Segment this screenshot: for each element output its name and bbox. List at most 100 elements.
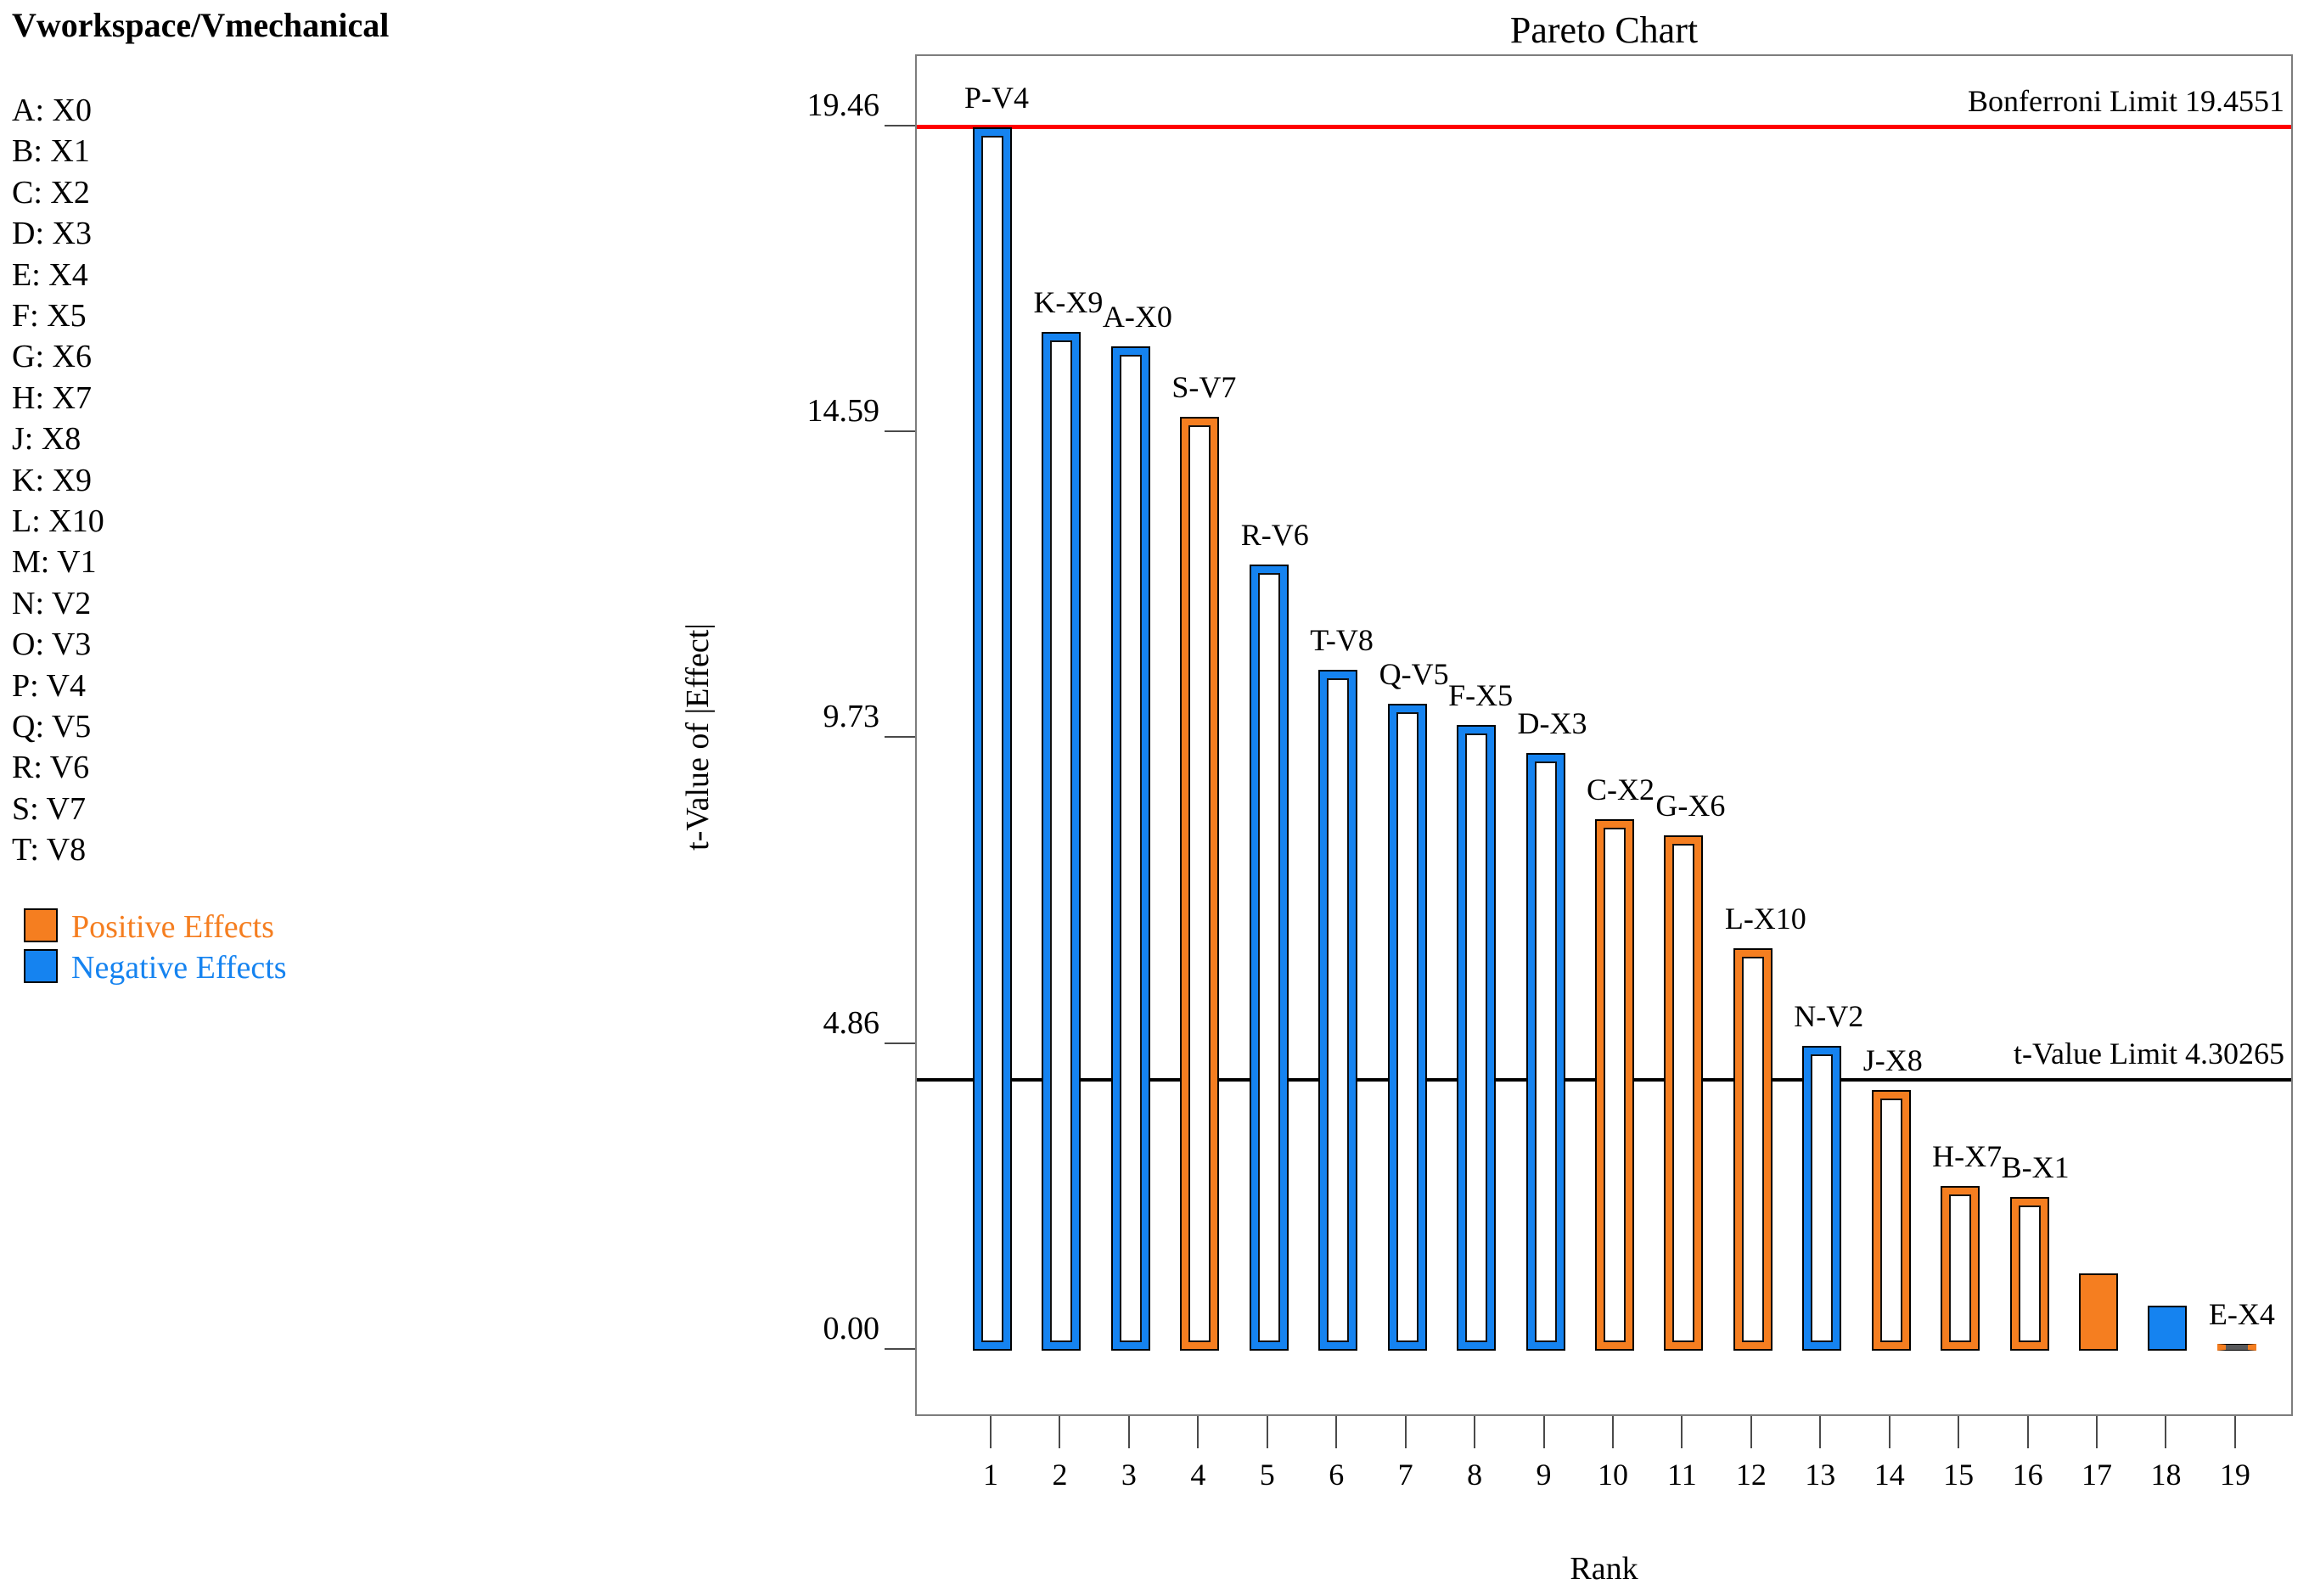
factor-item-D: D: X3: [12, 216, 92, 252]
bar-label-A-X0: A-X0: [1102, 300, 1172, 334]
bar-rank-11-G-X6: [1664, 835, 1704, 1351]
x-tick-mark: [1681, 1416, 1683, 1448]
factor-item-N: N: V2: [12, 585, 92, 621]
x-tick-label: 7: [1397, 1458, 1413, 1492]
bar-inner: [1811, 1054, 1834, 1342]
x-tick-label: 5: [1259, 1458, 1275, 1492]
bonferroni-limit-label: Bonferroni Limit 19.4551: [1968, 83, 2284, 118]
y-tick-label: 4.86: [823, 1005, 880, 1042]
x-tick-mark: [1059, 1416, 1061, 1448]
bar-rank-3-A-X0: [1110, 346, 1150, 1351]
factor-item-G: G: X6: [12, 339, 92, 375]
x-tick-mark: [1958, 1416, 1960, 1448]
bar-inner: [1672, 844, 1695, 1342]
x-tick-label: 17: [2081, 1458, 2113, 1492]
factor-item-T: T: V8: [12, 832, 87, 868]
bar-rank-12-L-X10: [1733, 948, 1772, 1351]
y-tick-mark: [885, 124, 915, 126]
bar-rank-18: [2148, 1306, 2188, 1351]
bar-inner: [1879, 1099, 1902, 1342]
x-tick-label: 18: [2150, 1458, 2182, 1492]
factor-item-F: F: X5: [12, 298, 87, 334]
bar-label-C-X2: C-X2: [1586, 773, 1655, 806]
bar-label-G-X6: G-X6: [1655, 789, 1726, 823]
bar-rank-8-F-X5: [1457, 725, 1497, 1351]
bar-rank-19-E-X4: [2216, 1344, 2256, 1351]
plot-area: Bonferroni Limit 19.4551 t-Value Limit 4.…: [915, 54, 2293, 1416]
bar-inner: [1257, 573, 1280, 1342]
bar-inner: [1465, 733, 1488, 1342]
bar-label-Q-V5: Q-V5: [1379, 657, 1449, 691]
bar-label-E-X4: E-X4: [2208, 1297, 2275, 1331]
x-tick-mark: [1611, 1416, 1614, 1448]
bar-rank-14-J-X8: [1871, 1090, 1911, 1351]
bar-rank-16-B-X1: [2009, 1197, 2049, 1351]
bar-inner: [1327, 678, 1350, 1342]
bar-inner: [1119, 355, 1142, 1342]
factor-item-S: S: V7: [12, 790, 86, 827]
bar-label-R-V6: R-V6: [1240, 518, 1309, 552]
negative-effects-label: Negative Effects: [71, 950, 287, 986]
x-tick-label: 13: [1805, 1458, 1836, 1492]
bar-inner: [1188, 425, 1211, 1342]
x-tick-mark: [1404, 1416, 1407, 1448]
x-tick-mark: [990, 1416, 992, 1448]
positive-effects-label: Positive Effects: [71, 909, 274, 945]
factor-item-B: B: X1: [12, 133, 90, 170]
x-tick-mark: [1474, 1416, 1476, 1448]
factor-item-H: H: X7: [12, 379, 92, 416]
bar-inner: [1396, 712, 1419, 1342]
bar-label-S-V7: S-V7: [1171, 370, 1237, 404]
x-axis-title: Rank: [1570, 1551, 1638, 1587]
bar-rank-9-D-X3: [1525, 753, 1565, 1351]
x-tick-mark: [1127, 1416, 1130, 1448]
factor-item-Q: Q: V5: [12, 709, 92, 745]
x-tick-mark: [2165, 1416, 2167, 1448]
x-tick-mark: [1266, 1416, 1268, 1448]
x-tick-label: 15: [1943, 1458, 1975, 1492]
x-tick-label: 1: [983, 1458, 998, 1492]
factor-item-L: L: X10: [12, 503, 104, 539]
x-tick-label: 8: [1467, 1458, 1483, 1492]
bar-rank-6-T-V8: [1318, 670, 1358, 1351]
bar-rank-5-R-V6: [1249, 565, 1289, 1351]
positive-effects-swatch: [24, 908, 58, 942]
negative-effects-swatch: [24, 949, 58, 983]
x-tick-mark: [1197, 1416, 1199, 1448]
t-value-limit-label: t-Value Limit 4.30265: [2014, 1037, 2284, 1071]
response-title: Vworkspace/Vmechanical: [12, 6, 390, 44]
bar-label-P-V4: P-V4: [964, 81, 1030, 115]
bar-inner: [1741, 957, 1764, 1342]
y-tick-mark: [885, 1042, 915, 1045]
x-tick-label: 14: [1874, 1458, 1905, 1492]
bar-label-H-X7: H-X7: [1932, 1139, 2003, 1173]
bar-rank-17: [2079, 1273, 2119, 1351]
x-tick-label: 12: [1735, 1458, 1767, 1492]
bar-rank-1-P-V4: [973, 127, 1012, 1351]
x-tick-label: 3: [1121, 1458, 1137, 1492]
x-tick-mark: [1335, 1416, 1338, 1448]
factor-item-M: M: V1: [12, 544, 97, 581]
x-tick-mark: [2233, 1416, 2236, 1448]
x-tick-mark: [1819, 1416, 1822, 1448]
x-tick-mark: [1542, 1416, 1545, 1448]
bar-label-L-X10: L-X10: [1724, 902, 1806, 936]
factor-item-E: E: X4: [12, 256, 88, 293]
bar-rank-4-S-V7: [1180, 417, 1220, 1351]
bar-rank-10-C-X2: [1594, 819, 1634, 1351]
bar-inner: [1534, 761, 1557, 1342]
bar-rank-2-K-X9: [1042, 332, 1081, 1351]
bar-inner: [2018, 1205, 2041, 1342]
bar-label-K-X9: K-X9: [1033, 285, 1104, 319]
y-tick-label: 14.59: [806, 393, 880, 430]
bar-rank-7-Q-V5: [1387, 704, 1427, 1351]
factor-item-J: J: X8: [12, 421, 81, 458]
bonferroni-limit-line: [917, 125, 2291, 130]
bar-inner: [981, 136, 1003, 1342]
y-tick-mark: [885, 1348, 915, 1350]
y-tick-label: 0.00: [823, 1311, 880, 1346]
y-axis-title: t-Value of |Effect|: [680, 623, 716, 851]
factor-item-C: C: X2: [12, 174, 90, 211]
bar-label-B-X1: B-X1: [2001, 1150, 2070, 1184]
